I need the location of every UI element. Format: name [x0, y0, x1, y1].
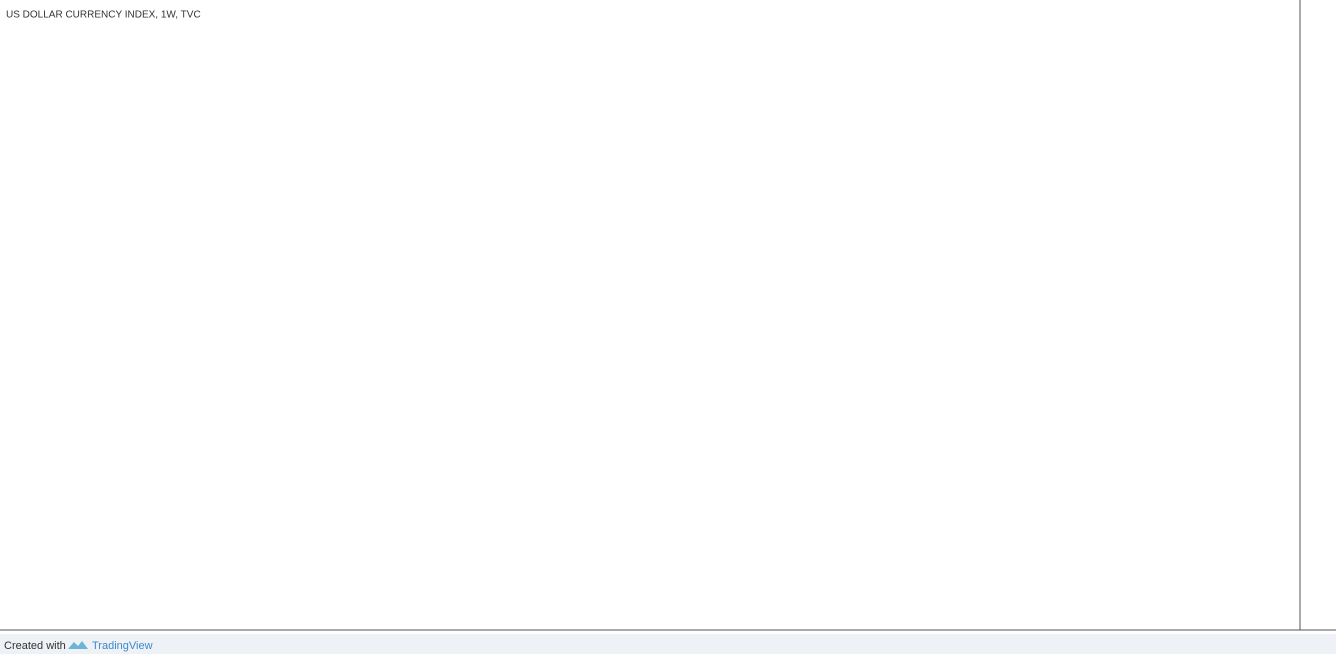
- tradingview-logo: [68, 641, 88, 649]
- chart-title: US DOLLAR CURRENCY INDEX, 1W, TVC: [6, 10, 201, 21]
- footer-created: Created with: [4, 640, 66, 652]
- footer-bar: [0, 634, 1336, 654]
- footer-brand: TradingView: [92, 640, 153, 652]
- axes: [0, 0, 1336, 631]
